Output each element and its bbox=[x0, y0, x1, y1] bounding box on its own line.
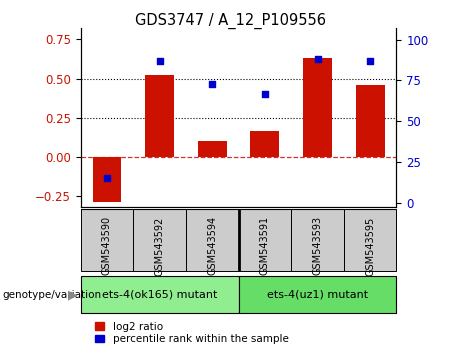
Bar bbox=[239, 209, 291, 271]
Text: GSM543592: GSM543592 bbox=[154, 216, 165, 275]
Bar bbox=[198, 141, 227, 157]
Bar bbox=[133, 209, 186, 271]
Text: GDS3747 / A_12_P109556: GDS3747 / A_12_P109556 bbox=[135, 12, 326, 29]
Point bbox=[208, 81, 216, 87]
Text: GSM543594: GSM543594 bbox=[207, 216, 217, 275]
Point bbox=[103, 176, 111, 181]
Text: ▶: ▶ bbox=[68, 288, 77, 301]
Text: ets-4(uz1) mutant: ets-4(uz1) mutant bbox=[267, 290, 368, 300]
Text: GSM543591: GSM543591 bbox=[260, 216, 270, 275]
Legend: log2 ratio, percentile rank within the sample: log2 ratio, percentile rank within the s… bbox=[95, 322, 289, 344]
Point bbox=[156, 58, 163, 64]
Bar bbox=[291, 209, 344, 271]
Bar bbox=[81, 209, 133, 271]
Text: GSM543590: GSM543590 bbox=[102, 216, 112, 275]
Text: genotype/variation: genotype/variation bbox=[2, 290, 101, 300]
Point bbox=[261, 91, 269, 96]
Point bbox=[366, 58, 374, 64]
Text: GSM543593: GSM543593 bbox=[313, 216, 323, 275]
Bar bbox=[344, 209, 396, 271]
Point bbox=[314, 56, 321, 62]
Bar bbox=[239, 276, 396, 313]
Bar bbox=[303, 58, 332, 157]
Bar bbox=[356, 85, 384, 157]
Bar bbox=[145, 75, 174, 157]
Bar bbox=[250, 131, 279, 157]
Bar bbox=[186, 209, 239, 271]
Bar bbox=[93, 157, 121, 201]
Text: GSM543595: GSM543595 bbox=[365, 216, 375, 275]
Bar bbox=[81, 276, 239, 313]
Text: ets-4(ok165) mutant: ets-4(ok165) mutant bbox=[102, 290, 217, 300]
